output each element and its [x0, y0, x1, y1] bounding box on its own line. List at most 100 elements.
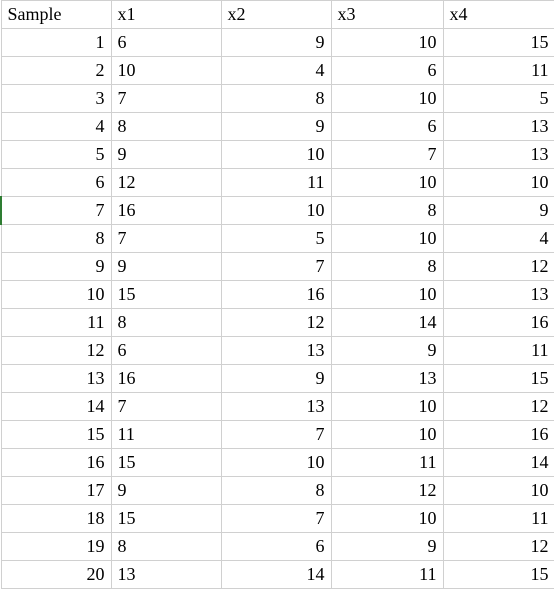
table-row: 131691315: [1, 365, 554, 393]
cell-x3: 7: [331, 141, 443, 169]
cell-sample: 9: [1, 253, 111, 281]
table-row: 118121416: [1, 309, 554, 337]
table-row: 2104611: [1, 57, 554, 85]
cell-x3: 10: [331, 225, 443, 253]
cell-x3: 10: [331, 505, 443, 533]
table-body: 1691015210461137810548961359107136121110…: [1, 29, 554, 589]
cell-x3: 13: [331, 365, 443, 393]
cell-x2: 9: [221, 113, 331, 141]
cell-x2: 10: [221, 449, 331, 477]
cell-x2: 7: [221, 505, 331, 533]
cell-x2: 13: [221, 393, 331, 421]
cell-x4: 13: [443, 281, 554, 309]
col-header-x3: x3: [331, 1, 443, 29]
cell-x3: 9: [331, 337, 443, 365]
cell-x1: 16: [111, 365, 221, 393]
table-row: 17981210: [1, 477, 554, 505]
cell-x4: 11: [443, 57, 554, 85]
table-row: 489613: [1, 113, 554, 141]
cell-x2: 13: [221, 337, 331, 365]
cell-sample: 7: [1, 197, 111, 225]
cell-sample: 17: [1, 477, 111, 505]
table-row: 5910713: [1, 141, 554, 169]
data-table: Sample x1 x2 x3 x4 169101521046113781054…: [0, 0, 554, 589]
cell-sample: 15: [1, 421, 111, 449]
cell-x3: 6: [331, 113, 443, 141]
cell-x3: 11: [331, 449, 443, 477]
cell-x2: 16: [221, 281, 331, 309]
cell-x1: 6: [111, 29, 221, 57]
table-header: Sample x1 x2 x3 x4: [1, 1, 554, 29]
cell-sample: 13: [1, 365, 111, 393]
cell-x2: 5: [221, 225, 331, 253]
cell-x3: 10: [331, 29, 443, 57]
cell-x4: 13: [443, 141, 554, 169]
cell-x1: 7: [111, 85, 221, 113]
cell-x1: 7: [111, 225, 221, 253]
cell-x1: 8: [111, 113, 221, 141]
cell-sample: 18: [1, 505, 111, 533]
cell-sample: 5: [1, 141, 111, 169]
cell-x2: 9: [221, 365, 331, 393]
cell-x2: 11: [221, 169, 331, 197]
cell-sample: 6: [1, 169, 111, 197]
cell-x4: 10: [443, 169, 554, 197]
table-row: 12613911: [1, 337, 554, 365]
table-row: 147131012: [1, 393, 554, 421]
cell-x1: 15: [111, 449, 221, 477]
table-row: 1986912: [1, 533, 554, 561]
cell-x4: 5: [443, 85, 554, 113]
cell-x2: 4: [221, 57, 331, 85]
table-row: 2013141115: [1, 561, 554, 589]
cell-sample: 3: [1, 85, 111, 113]
cell-x2: 7: [221, 421, 331, 449]
cell-x3: 6: [331, 57, 443, 85]
cell-sample: 2: [1, 57, 111, 85]
cell-sample: 11: [1, 309, 111, 337]
cell-x2: 8: [221, 85, 331, 113]
table-row: 1015161013: [1, 281, 554, 309]
cell-x1: 10: [111, 57, 221, 85]
cell-x1: 13: [111, 561, 221, 589]
cell-x1: 12: [111, 169, 221, 197]
cell-x3: 8: [331, 253, 443, 281]
cell-x1: 9: [111, 253, 221, 281]
cell-x1: 9: [111, 141, 221, 169]
cell-sample: 19: [1, 533, 111, 561]
cell-x3: 10: [331, 169, 443, 197]
cell-x3: 10: [331, 421, 443, 449]
cell-x2: 10: [221, 197, 331, 225]
cell-x1: 8: [111, 533, 221, 561]
col-header-sample: Sample: [1, 1, 111, 29]
cell-x3: 10: [331, 281, 443, 309]
cell-x2: 6: [221, 533, 331, 561]
cell-sample: 16: [1, 449, 111, 477]
cell-x1: 9: [111, 477, 221, 505]
cell-x3: 12: [331, 477, 443, 505]
table-row: 378105: [1, 85, 554, 113]
cell-x4: 13: [443, 113, 554, 141]
cell-x2: 8: [221, 477, 331, 505]
cell-x1: 6: [111, 337, 221, 365]
cell-sample: 1: [1, 29, 111, 57]
cell-x4: 12: [443, 253, 554, 281]
cell-x3: 14: [331, 309, 443, 337]
cell-x4: 12: [443, 393, 554, 421]
cell-x3: 10: [331, 85, 443, 113]
cell-x4: 15: [443, 561, 554, 589]
cell-x4: 15: [443, 365, 554, 393]
cell-x1: 7: [111, 393, 221, 421]
cell-x2: 12: [221, 309, 331, 337]
table-row: 151171016: [1, 421, 554, 449]
cell-x1: 11: [111, 421, 221, 449]
cell-sample: 10: [1, 281, 111, 309]
cell-sample: 4: [1, 113, 111, 141]
cell-x4: 4: [443, 225, 554, 253]
cell-x1: 8: [111, 309, 221, 337]
cell-x3: 10: [331, 393, 443, 421]
cell-x2: 10: [221, 141, 331, 169]
table-row: 1691015: [1, 29, 554, 57]
cell-x4: 15: [443, 29, 554, 57]
cell-x4: 12: [443, 533, 554, 561]
table-row: 612111010: [1, 169, 554, 197]
